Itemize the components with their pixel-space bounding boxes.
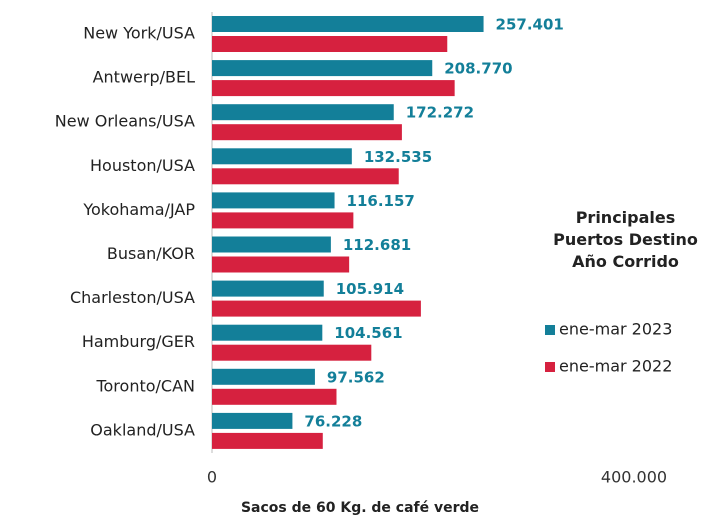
- bar: [212, 256, 350, 273]
- bar: [212, 368, 315, 385]
- y-tick-label: Yokohama/JAP: [82, 200, 195, 219]
- bar: [212, 168, 399, 185]
- data-label: 104.561: [334, 324, 402, 342]
- bar: [212, 324, 323, 341]
- data-label: 132.535: [364, 148, 432, 166]
- bar: [212, 412, 293, 429]
- bar: [212, 104, 394, 121]
- bar: [212, 236, 331, 253]
- bar: [212, 344, 372, 361]
- y-tick-label: Oakland/USA: [90, 420, 195, 439]
- x-axis-label: Sacos de 60 Kg. de café verde: [241, 500, 479, 516]
- bar: [212, 432, 323, 449]
- y-tick-label: Hamburg/GER: [82, 332, 195, 351]
- legend-label: ene-mar 2022: [559, 357, 672, 376]
- y-tick-label: Busan/KOR: [107, 244, 195, 263]
- y-tick-label: Antwerp/BEL: [93, 68, 196, 87]
- y-tick-label: Houston/USA: [90, 156, 195, 175]
- x-tick-label: 400.000: [601, 468, 667, 487]
- x-tick-label: 0: [207, 468, 217, 487]
- bar: [212, 16, 484, 32]
- y-tick-label: Toronto/CAN: [95, 376, 195, 395]
- legend-swatch: [545, 362, 555, 372]
- data-label: 172.272: [406, 104, 474, 122]
- chart-title: Principales Puertos Destino Año Corrido: [553, 208, 698, 271]
- bar: [212, 212, 354, 229]
- y-tick-label: Charleston/USA: [70, 288, 195, 307]
- data-label: 208.770: [444, 60, 512, 78]
- bar: [212, 388, 337, 405]
- legend-swatch: [545, 325, 555, 335]
- y-tick-label: New Orleans/USA: [55, 112, 195, 131]
- bar: [212, 300, 421, 317]
- data-label: 257.401: [496, 16, 564, 34]
- y-tick-label: New York/USA: [83, 24, 195, 43]
- legend-label: ene-mar 2023: [559, 320, 672, 339]
- data-label: 112.681: [343, 236, 411, 254]
- bar: [212, 80, 455, 97]
- bar: [212, 148, 352, 165]
- data-label: 76.228: [304, 412, 362, 430]
- bar: [212, 280, 324, 297]
- bar: [212, 36, 448, 52]
- bar: [212, 60, 433, 77]
- bar: [212, 124, 402, 141]
- bar: [212, 192, 335, 209]
- data-label: 105.914: [336, 280, 404, 298]
- data-label: 97.562: [327, 368, 385, 386]
- data-label: 116.157: [347, 192, 415, 210]
